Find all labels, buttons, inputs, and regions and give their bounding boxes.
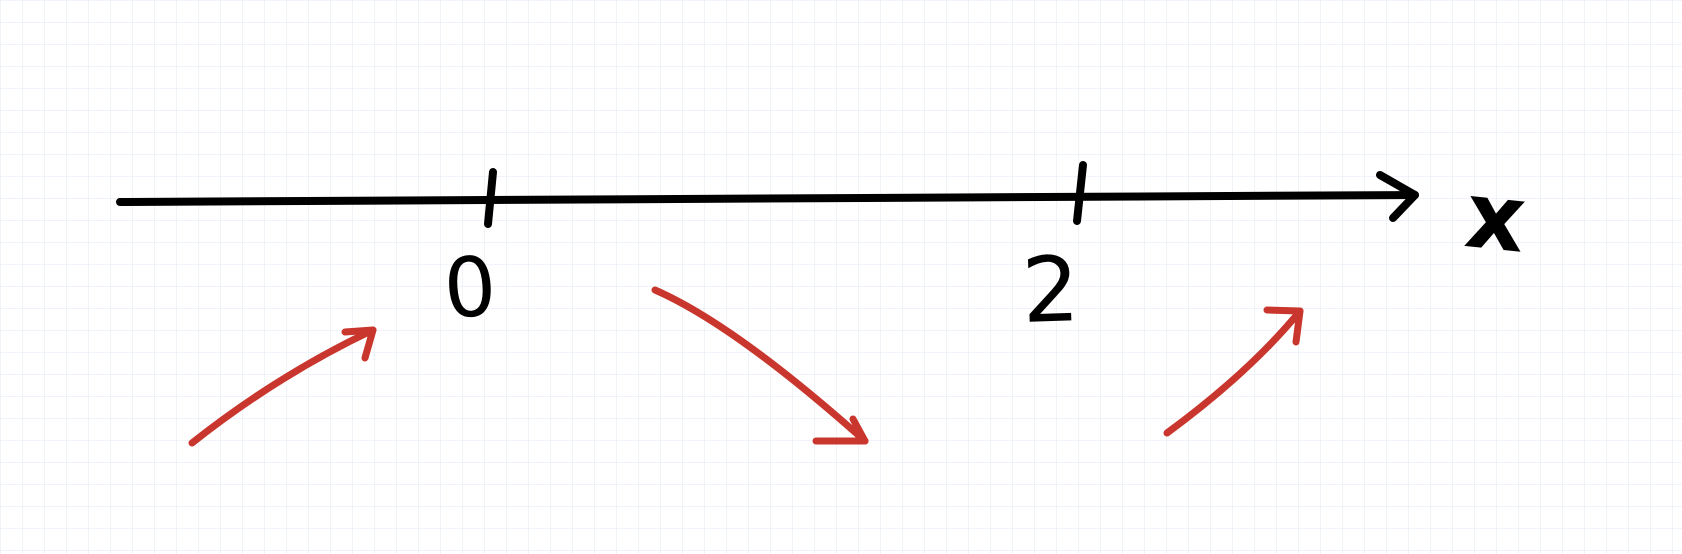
- arrow-increasing-left: [188, 326, 377, 447]
- tick-label-2: 2: [1020, 237, 1082, 344]
- axis-label-x: x: [1460, 161, 1531, 274]
- arrow-increasing-right: [1163, 306, 1304, 437]
- number-line: [116, 191, 1419, 206]
- tick-0: [484, 168, 497, 228]
- tick-2: [1073, 161, 1087, 225]
- arrow-decreasing-middle: [651, 286, 869, 445]
- axis-arrowhead: [1376, 171, 1419, 222]
- tick-label-0: 0: [440, 239, 500, 338]
